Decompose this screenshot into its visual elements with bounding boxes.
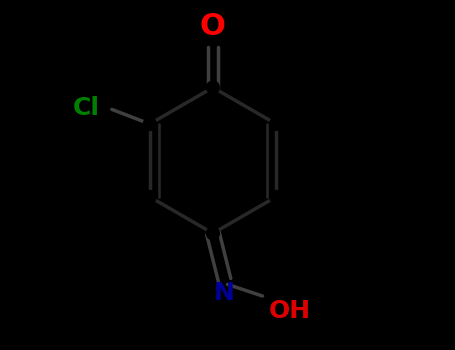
Circle shape <box>270 190 283 203</box>
Text: Cl: Cl <box>73 96 100 120</box>
Circle shape <box>143 118 156 131</box>
Circle shape <box>207 81 219 94</box>
Text: N: N <box>214 281 235 306</box>
Circle shape <box>207 227 219 240</box>
Circle shape <box>270 118 283 131</box>
Text: O: O <box>200 12 226 41</box>
Text: OH: OH <box>268 299 310 323</box>
Circle shape <box>143 190 156 203</box>
